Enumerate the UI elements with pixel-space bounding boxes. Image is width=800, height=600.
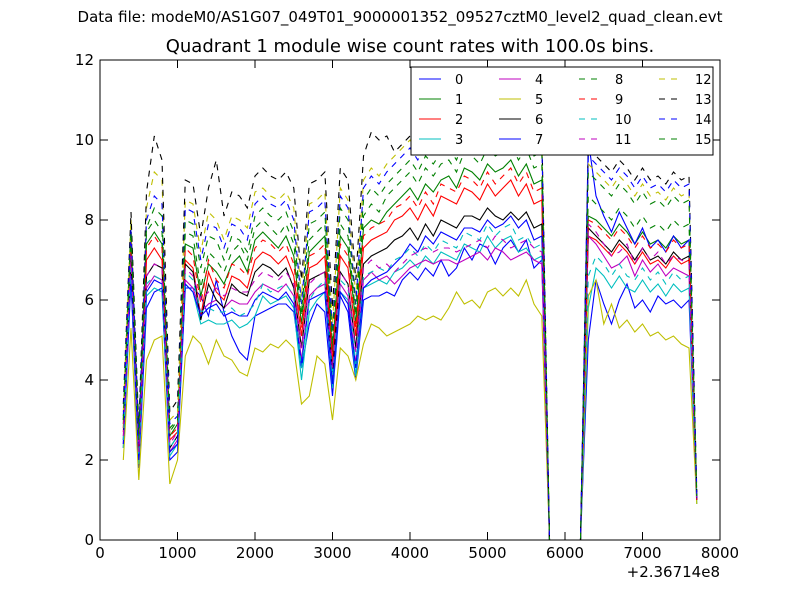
y-tick-label: 10 (75, 131, 94, 149)
x-tick-label: 8000 (701, 544, 739, 562)
series-line-14 (122, 119, 698, 541)
x-tick-label: 7000 (623, 544, 661, 562)
series-line-7 (122, 139, 698, 541)
series-layer (122, 75, 698, 541)
legend-label-15: 15 (695, 133, 712, 148)
series-line-1 (122, 159, 698, 541)
legend-label-12: 12 (695, 73, 712, 88)
x-offset-label: +2.36714e8 (627, 563, 720, 581)
y-tick-label: 0 (84, 531, 94, 549)
legend-label-0: 0 (455, 73, 463, 88)
legend-label-8: 8 (615, 73, 623, 88)
y-tick-label: 6 (84, 291, 94, 309)
series-line-3 (122, 234, 698, 541)
legend-label-13: 13 (695, 93, 712, 108)
x-tick-label: 6000 (546, 544, 584, 562)
legend-label-14: 14 (695, 113, 712, 128)
legend-label-11: 11 (615, 133, 632, 148)
legend-label-9: 9 (615, 93, 623, 108)
series-line-4 (122, 234, 698, 541)
figure-suptitle: Data file: modeM0/AS1G07_049T01_90000013… (77, 8, 723, 26)
legend-label-10: 10 (615, 113, 632, 128)
legend-label-2: 2 (455, 113, 463, 128)
series-line-15 (122, 131, 698, 541)
y-tick-label: 8 (84, 211, 94, 229)
x-tick-label: 1000 (158, 544, 196, 562)
legend-label-7: 7 (535, 133, 543, 148)
x-tick-label: 4000 (391, 544, 429, 562)
legend-label-5: 5 (535, 93, 543, 108)
legend-label-1: 1 (455, 93, 463, 108)
y-tick-label: 4 (84, 371, 94, 389)
y-tick-label: 2 (84, 451, 94, 469)
x-tick-label: 2000 (236, 544, 274, 562)
series-line-2 (122, 179, 698, 541)
series-line-8 (122, 143, 698, 541)
x-tick-label: 0 (95, 544, 105, 562)
series-line-10 (122, 222, 698, 541)
legend-label-6: 6 (535, 113, 543, 128)
x-tick-label: 5000 (468, 544, 506, 562)
y-tick-label: 12 (75, 51, 94, 69)
series-line-13 (122, 75, 698, 541)
x-tick-label: 3000 (313, 544, 351, 562)
legend-box (410, 66, 714, 156)
legend-label-4: 4 (535, 73, 543, 88)
series-line-0 (122, 238, 698, 541)
series-line-5 (122, 278, 698, 541)
chart-title: Quadrant 1 module wise count rates with … (165, 36, 655, 57)
series-line-12 (122, 79, 698, 541)
legend-label-3: 3 (455, 133, 463, 148)
series-line-6 (122, 207, 698, 541)
series-line-9 (122, 167, 698, 541)
tick-layer: 0 1000 2000 3000 4000 5000 6000 7000 80000246810… (75, 51, 739, 562)
